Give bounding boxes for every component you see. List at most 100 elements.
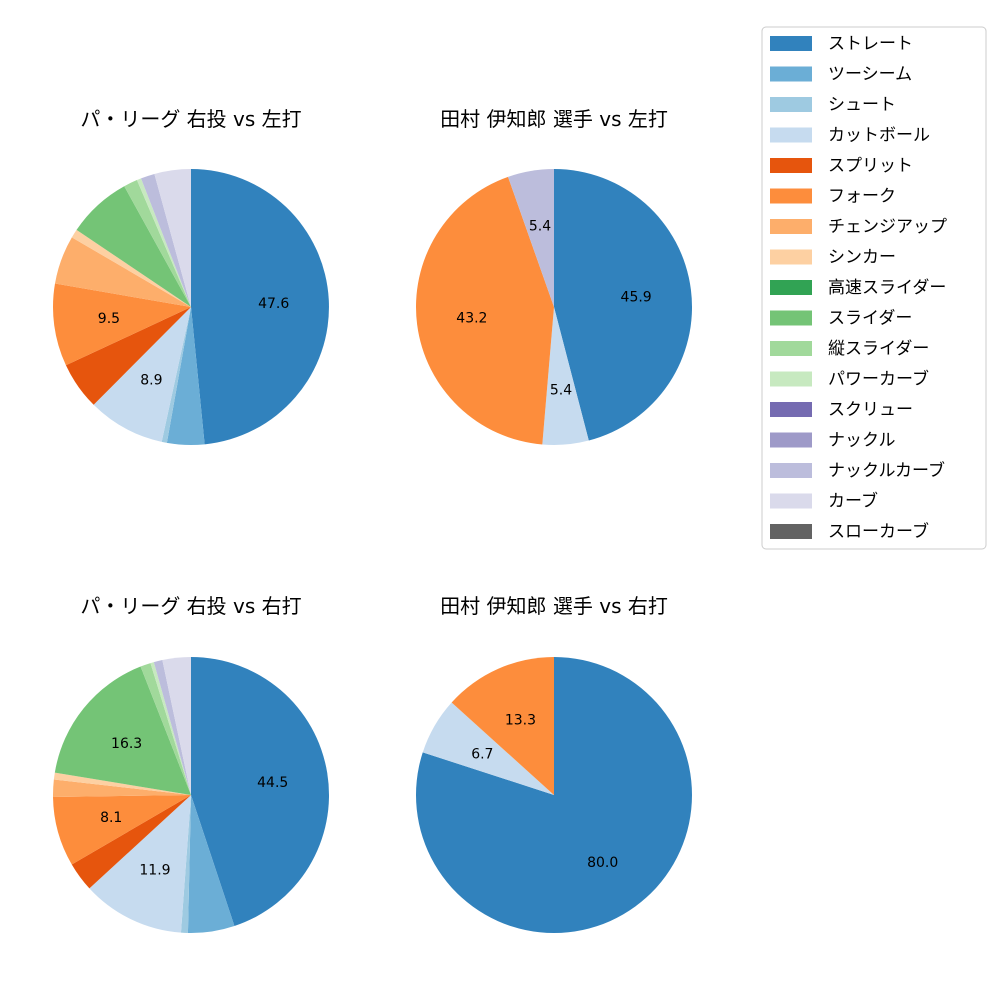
legend-entry: スクリュー bbox=[770, 400, 913, 420]
slice-value-label: 5.4 bbox=[550, 383, 572, 399]
pie-slice bbox=[141, 173, 191, 307]
slice-value-label: 6.7 bbox=[471, 747, 493, 763]
legend-swatch bbox=[770, 280, 812, 295]
pie-slice bbox=[187, 795, 235, 934]
pie-slice bbox=[153, 660, 191, 795]
legend-swatch bbox=[770, 36, 812, 51]
legend-entry: スローカーブ bbox=[770, 521, 929, 542]
legend-swatch bbox=[770, 188, 812, 204]
legend-swatch bbox=[770, 524, 812, 539]
legend-swatch bbox=[770, 310, 812, 326]
pie-slice bbox=[150, 662, 191, 795]
chart-title: 田村 伊知郎 選手 vs 右打 bbox=[440, 594, 668, 618]
legend-swatch bbox=[770, 219, 812, 234]
slice-value-label: 45.9 bbox=[621, 289, 652, 305]
pie-slice bbox=[71, 795, 191, 889]
pie-slice bbox=[54, 666, 192, 795]
slice-value-label: 9.5 bbox=[98, 311, 120, 327]
pie-slice bbox=[416, 176, 554, 445]
pie-chart-3: パ・リーグ 右投 vs 右打 44.5 11.9 8.1 16.3 bbox=[52, 594, 330, 934]
pie-slice bbox=[93, 307, 191, 442]
pie-slice bbox=[162, 657, 191, 795]
legend-label: ツーシーム bbox=[828, 65, 912, 85]
pie-slice bbox=[140, 663, 191, 795]
legend-swatch bbox=[770, 341, 812, 356]
pie-slice bbox=[76, 186, 191, 307]
pie-slice bbox=[53, 772, 192, 795]
slice-value-label: 44.5 bbox=[257, 775, 288, 791]
pie-slice bbox=[542, 307, 589, 445]
legend-label: スクリュー bbox=[828, 400, 913, 420]
legend-entry: カーブ bbox=[770, 491, 878, 512]
slice-value-label: 43.2 bbox=[456, 311, 487, 327]
pie-slice bbox=[89, 795, 191, 933]
legend-entry: スライダー bbox=[770, 309, 912, 329]
slice-value-label: 80.0 bbox=[587, 855, 618, 871]
legend-label: スローカーブ bbox=[828, 521, 929, 542]
pie-charts: パ・リーグ 右投 vs 左打 47.6 8.9 9.5 田村 伊知郎 選手 vs 左打 4… bbox=[52, 107, 693, 934]
legend-entry: 縦スライダー bbox=[770, 339, 929, 359]
legend-swatch bbox=[770, 402, 812, 417]
legend-entry: カットボール bbox=[770, 126, 930, 146]
legend-swatch bbox=[770, 249, 812, 265]
legend-swatch bbox=[770, 432, 812, 448]
pie-slice bbox=[161, 307, 191, 443]
legend-entry: シュート bbox=[770, 95, 896, 115]
pie-slice bbox=[71, 229, 191, 307]
pie-slice bbox=[124, 180, 191, 307]
legend-entry: ツーシーム bbox=[770, 65, 912, 85]
pie-chart-1: パ・リーグ 右投 vs 左打 47.6 8.9 9.5 bbox=[52, 107, 329, 445]
slice-value-label: 5.4 bbox=[529, 218, 551, 234]
pie-slice bbox=[52, 779, 191, 797]
legend-entry: 高速スライダー bbox=[770, 278, 946, 298]
legend-label: 高速スライダー bbox=[828, 278, 946, 298]
legend-swatch bbox=[770, 463, 812, 478]
legend-label: カットボール bbox=[828, 126, 930, 146]
pie-chart-4: 田村 伊知郎 選手 vs 右打 80.0 6.7 13.3 bbox=[415, 594, 692, 933]
legend-label: 縦スライダー bbox=[828, 339, 929, 359]
pie-slice bbox=[166, 307, 205, 445]
legend-items: ストレートツーシームシュートカットボールスプリットフォークチェンジアップシンカー… bbox=[770, 34, 947, 542]
legend-swatch bbox=[770, 97, 812, 112]
slice-value-label: 8.1 bbox=[100, 810, 122, 826]
legend-frame bbox=[761, 26, 987, 550]
legend-swatch bbox=[770, 127, 812, 143]
legend-label: ストレート bbox=[828, 34, 913, 54]
chart-title: パ・リーグ 右投 vs 右打 bbox=[80, 594, 301, 618]
chart-title: 田村 伊知郎 選手 vs 左打 bbox=[440, 107, 668, 131]
legend-label: カーブ bbox=[828, 491, 878, 512]
pie-slice bbox=[508, 169, 554, 307]
pie-slice bbox=[191, 169, 329, 445]
slice-value-label: 13.3 bbox=[505, 712, 536, 728]
pie-slice bbox=[415, 657, 692, 933]
pie-slice bbox=[554, 169, 693, 441]
legend-label: チェンジアップ bbox=[828, 217, 947, 237]
legend-entry: チェンジアップ bbox=[770, 217, 947, 237]
slice-value-label: 11.9 bbox=[139, 863, 170, 879]
pie-slice bbox=[154, 169, 191, 307]
pie-chart-2: 田村 伊知郎 選手 vs 左打 45.9 5.4 43.2 5.4 bbox=[416, 107, 693, 445]
legend-label: シュート bbox=[828, 95, 896, 115]
legend-label: スプリット bbox=[828, 156, 913, 176]
legend-entry: パワーカーブ bbox=[770, 369, 929, 390]
legend-entry: フォーク bbox=[770, 187, 896, 207]
pie-slice bbox=[180, 795, 191, 933]
legend-swatch bbox=[770, 371, 812, 387]
pie-slice bbox=[451, 657, 554, 795]
legend-entry: ナックルカーブ bbox=[770, 460, 945, 481]
slice-value-label: 16.3 bbox=[111, 736, 142, 752]
legend-label: フォーク bbox=[828, 187, 896, 207]
legend-entry: スプリット bbox=[770, 156, 913, 176]
slice-value-label: 8.9 bbox=[140, 373, 162, 389]
legend-entry: ナックル bbox=[770, 431, 896, 451]
legend-swatch bbox=[770, 493, 812, 509]
pie-slice bbox=[65, 307, 191, 405]
pie-slice bbox=[52, 283, 191, 366]
legend: ストレートツーシームシュートカットボールスプリットフォークチェンジアップシンカー… bbox=[761, 26, 987, 550]
legend-label: スライダー bbox=[828, 309, 912, 329]
legend-entry: ストレート bbox=[770, 34, 913, 54]
legend-swatch bbox=[770, 66, 812, 82]
pie-slice bbox=[191, 657, 330, 926]
slice-value-label: 47.6 bbox=[258, 296, 289, 312]
